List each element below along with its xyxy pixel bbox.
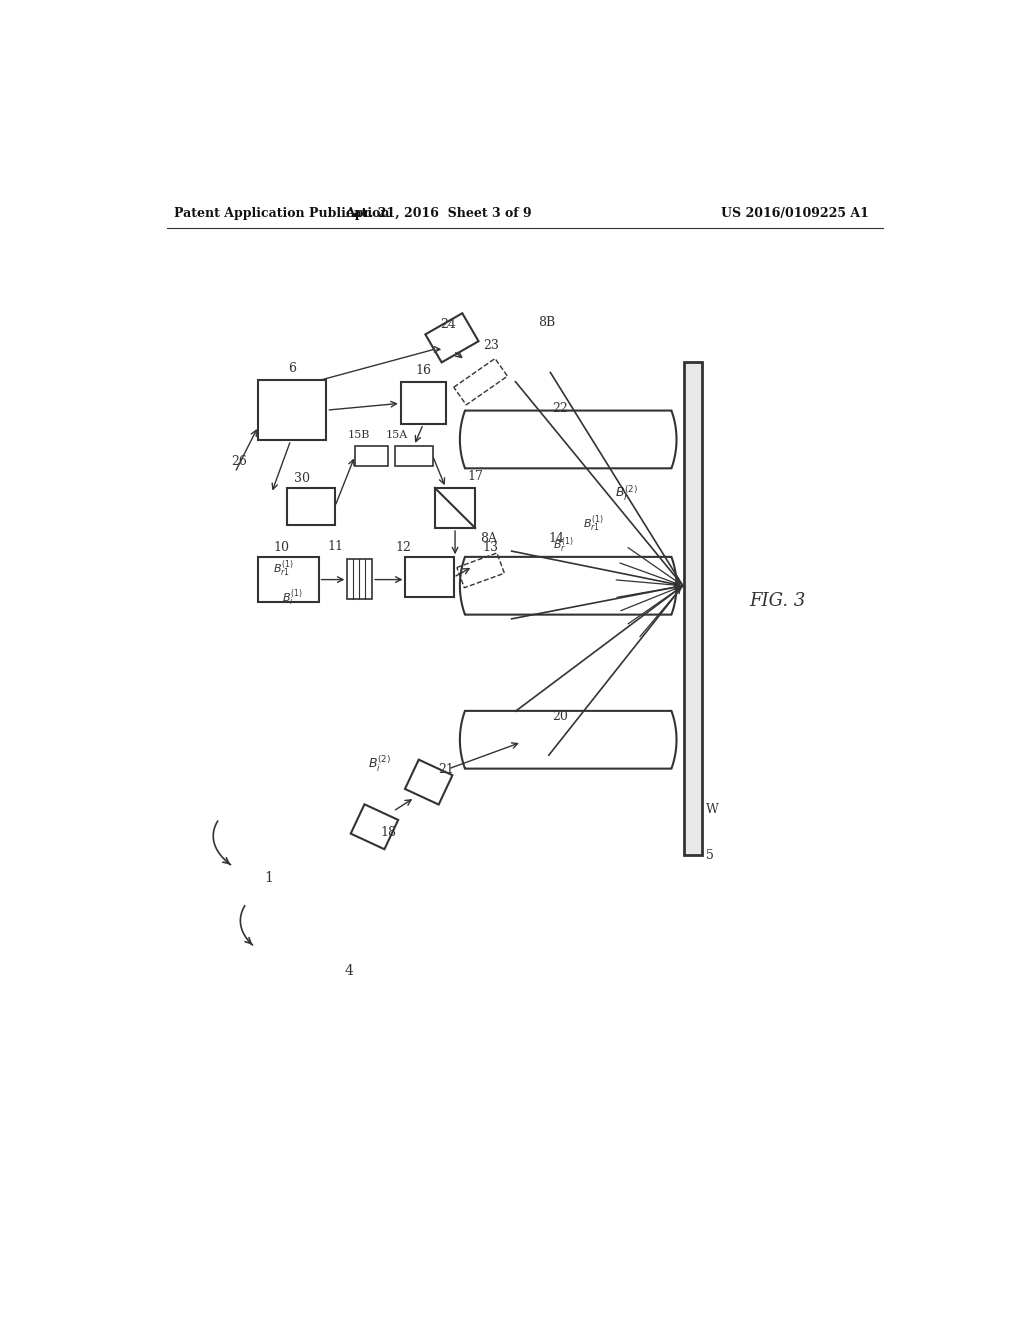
Bar — [435, 488, 475, 528]
Text: $B_{r1}^{(1)}$: $B_{r1}^{(1)}$ — [583, 513, 603, 535]
Text: 20: 20 — [552, 710, 567, 723]
Bar — [287, 488, 335, 525]
Bar — [684, 363, 701, 855]
Text: 5: 5 — [707, 849, 714, 862]
Bar — [355, 446, 388, 466]
Text: Patent Application Publication: Patent Application Publication — [174, 207, 390, 220]
Text: 12: 12 — [395, 541, 411, 554]
Text: 4: 4 — [344, 964, 353, 978]
Text: 17: 17 — [467, 470, 483, 483]
Text: FIG. 3: FIG. 3 — [750, 593, 806, 610]
Text: 15A: 15A — [386, 430, 408, 440]
Text: $B_i^{(1)}$: $B_i^{(1)}$ — [282, 587, 303, 607]
Text: 10: 10 — [273, 541, 290, 554]
Text: 15B: 15B — [348, 430, 370, 440]
Bar — [406, 557, 454, 597]
Text: 14: 14 — [549, 532, 564, 545]
Text: 18: 18 — [380, 826, 396, 840]
Bar — [258, 380, 327, 441]
Bar — [395, 446, 432, 466]
Text: $B_r^{(2)}$: $B_r^{(2)}$ — [614, 483, 638, 503]
Text: 23: 23 — [482, 339, 499, 352]
Bar — [347, 558, 372, 599]
Text: Apr. 21, 2016  Sheet 3 of 9: Apr. 21, 2016 Sheet 3 of 9 — [345, 207, 531, 220]
Text: 24: 24 — [440, 318, 456, 331]
Text: 8B: 8B — [538, 317, 555, 329]
Text: 21: 21 — [438, 763, 454, 776]
Text: 26: 26 — [230, 455, 247, 467]
Text: 8A: 8A — [480, 532, 497, 545]
Text: 6: 6 — [289, 363, 296, 375]
Bar — [258, 557, 318, 602]
Text: 16: 16 — [416, 364, 431, 378]
Bar — [400, 381, 445, 424]
Text: $B_r^{(1)}$: $B_r^{(1)}$ — [553, 536, 573, 556]
Text: W: W — [707, 803, 719, 816]
Text: $B_i^{(2)}$: $B_i^{(2)}$ — [369, 754, 391, 774]
Text: 22: 22 — [552, 403, 567, 416]
Text: US 2016/0109225 A1: US 2016/0109225 A1 — [721, 207, 868, 220]
Text: 11: 11 — [328, 540, 344, 553]
Text: 13: 13 — [482, 541, 499, 554]
Text: 30: 30 — [294, 471, 310, 484]
Text: 1: 1 — [264, 871, 273, 886]
Text: $B_{r1}^{(1)}$: $B_{r1}^{(1)}$ — [272, 558, 294, 579]
